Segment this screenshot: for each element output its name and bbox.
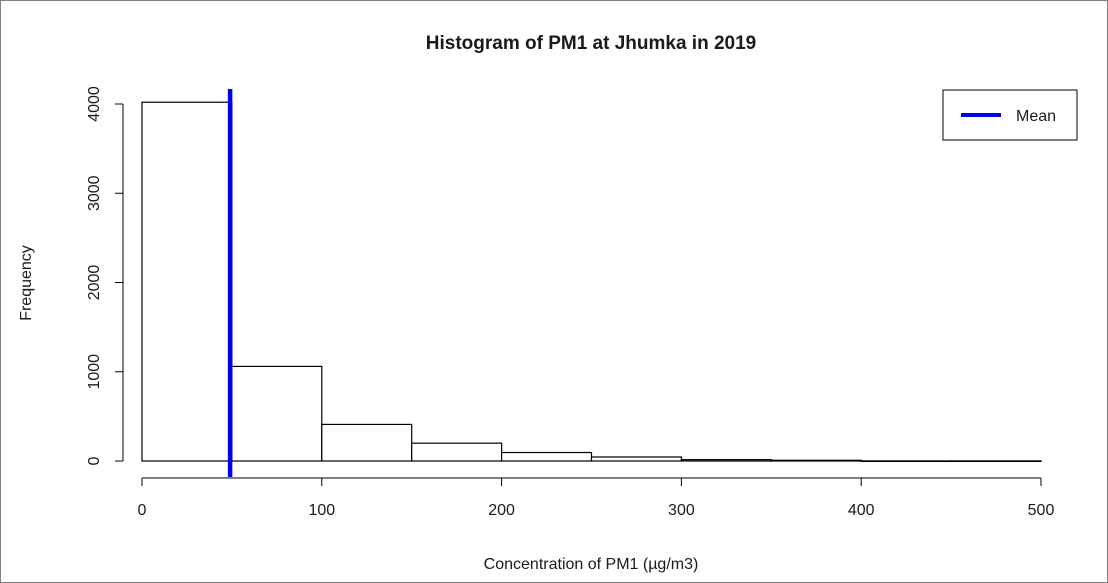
histogram-bar bbox=[501, 451, 593, 462]
x-tick-label: 0 bbox=[138, 502, 147, 519]
histogram-bar bbox=[770, 459, 862, 462]
histogram-bar bbox=[411, 442, 503, 462]
legend: Mean bbox=[942, 89, 1078, 141]
histogram-bar bbox=[680, 459, 772, 462]
x-tick-label: 400 bbox=[848, 502, 875, 519]
y-axis-title: Frequency bbox=[18, 245, 35, 321]
histogram-bar bbox=[590, 456, 683, 462]
histogram-bars bbox=[141, 101, 1042, 463]
histogram-bar bbox=[321, 423, 413, 462]
x-tick-label: 500 bbox=[1028, 502, 1055, 519]
histogram-bar bbox=[231, 365, 323, 462]
y-tick-label: 1000 bbox=[86, 354, 103, 390]
y-tick-label: 3000 bbox=[86, 175, 103, 211]
x-axis-title: Concentration of PM1 (µg/m3) bbox=[484, 556, 699, 573]
y-tick-label: 0 bbox=[86, 456, 103, 465]
y-tick-label: 2000 bbox=[86, 265, 103, 301]
histogram-bar bbox=[141, 101, 233, 462]
y-axis: 0 1000 2000 3000 4000 bbox=[86, 86, 124, 465]
histogram-bar bbox=[950, 460, 1042, 463]
x-tick-label: 200 bbox=[488, 502, 515, 519]
histogram-bar bbox=[860, 460, 952, 463]
y-tick-label: 4000 bbox=[86, 86, 103, 122]
x-tick-label: 300 bbox=[668, 502, 695, 519]
x-axis: 0 100 200 300 400 500 bbox=[138, 477, 1055, 519]
legend-mean-label: Mean bbox=[1016, 108, 1056, 125]
chart-title: Histogram of PM1 at Jhumka in 2019 bbox=[426, 33, 757, 54]
x-tick-label: 100 bbox=[308, 502, 335, 519]
